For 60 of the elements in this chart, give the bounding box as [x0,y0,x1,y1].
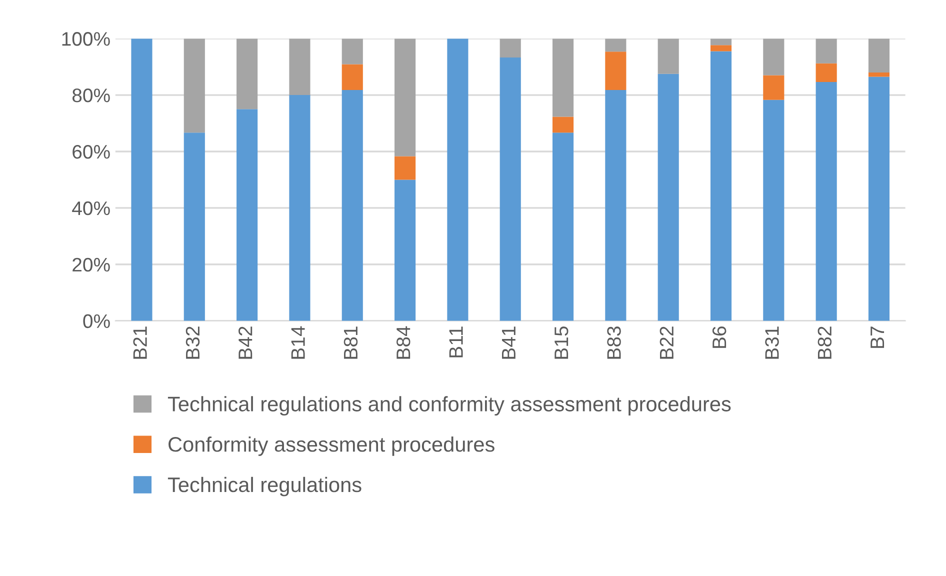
x-tick-label: B22 [660,326,674,359]
bar [605,90,626,321]
bar [184,38,205,133]
bar [816,63,837,82]
bar [342,38,363,64]
y-tick-label: 40% [72,201,110,216]
y-tick-label: 100% [62,32,110,46]
bar [552,116,574,133]
bar [500,58,521,321]
legend-label: Technical regulations [168,476,362,496]
bar [447,38,468,321]
bar [236,109,258,321]
bar [710,38,732,46]
x-tick-label: B15 [554,326,568,359]
bar [552,132,574,321]
bar [394,180,416,321]
x-tick-label: B82 [818,326,832,359]
bar [816,38,837,64]
x-tick-label: B41 [502,326,516,359]
bar [868,72,890,77]
legend-label: Technical regulations and conformity assessment procedures [168,396,731,416]
bar [500,38,521,58]
bar [868,38,890,72]
x-tick-label: B32 [186,326,200,359]
bar [605,38,626,52]
bar [394,156,416,180]
x-tick-label: B81 [344,326,358,359]
bar [236,38,258,110]
y-tick-label: 0% [83,314,110,328]
bar [868,76,890,321]
x-tick-label: B21 [133,326,147,359]
y-tick-label: 80% [72,88,110,102]
x-tick-label: B6 [712,326,726,348]
x-tick-label: B7 [870,326,884,348]
y-tick-label: 20% [72,258,110,272]
bar [763,75,784,100]
bar [605,52,626,90]
bar [763,100,784,321]
bar [131,38,152,321]
x-tick-label: B42 [238,326,252,359]
bar [658,38,679,74]
x-tick-label: B83 [607,326,621,359]
x-tick-label: B14 [291,326,305,359]
x-tick-label: B31 [765,326,779,359]
legend-label: Conformity assessment procedures [168,436,494,456]
bar [289,38,310,96]
bar [289,95,310,321]
bar [342,90,363,321]
y-tick-label: 60% [72,144,110,159]
bar [816,82,837,321]
x-tick-label: B84 [396,326,410,359]
x-tick-label: B11 [449,326,463,358]
bar [184,132,205,321]
bar [658,74,679,321]
bar [763,38,784,76]
bar [710,45,732,52]
bar [342,64,363,90]
bar [710,51,732,321]
bar [394,38,416,156]
bar [552,38,574,117]
